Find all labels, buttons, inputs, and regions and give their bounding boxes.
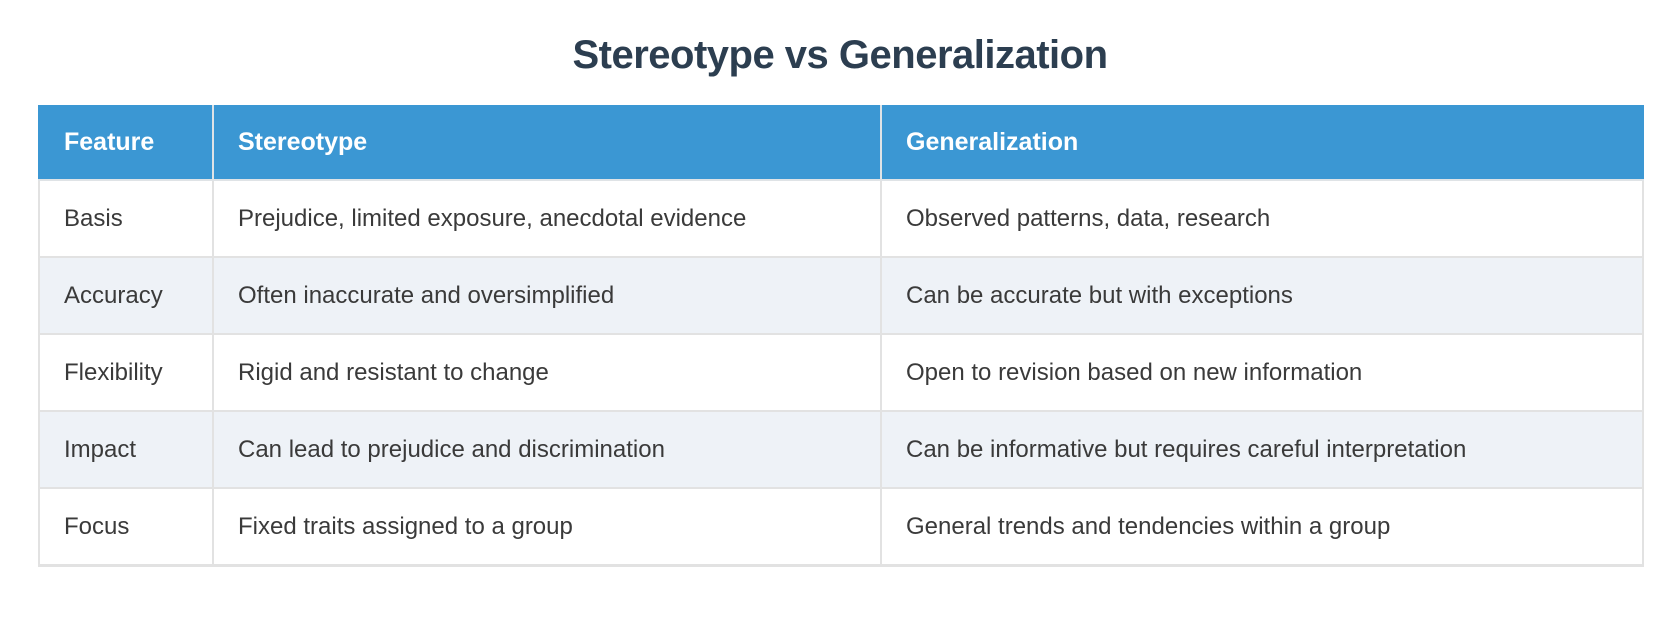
table-row: Accuracy Often inaccurate and oversimpli… <box>38 256 1644 335</box>
page-title: Stereotype vs Generalization <box>572 33 1108 77</box>
table-row: Flexibility Rigid and resistant to chang… <box>38 333 1644 412</box>
stereotype-cell: Rigid and resistant to change <box>212 333 882 412</box>
feature-cell: Basis <box>38 179 214 258</box>
stereotype-cell: Prejudice, limited exposure, anecdotal e… <box>212 179 882 258</box>
stereotype-cell: Often inaccurate and oversimplified <box>212 256 882 335</box>
generalization-cell: General trends and tendencies within a g… <box>880 487 1644 567</box>
stereotype-cell: Can lead to prejudice and discrimination <box>212 410 882 489</box>
column-header-generalization: Generalization <box>880 105 1644 181</box>
comparison-table: Feature Stereotype Generalization Basis … <box>38 105 1644 567</box>
generalization-cell: Can be accurate but with exceptions <box>880 256 1644 335</box>
feature-cell: Impact <box>38 410 214 489</box>
generalization-cell: Observed patterns, data, research <box>880 179 1644 258</box>
table-row: Basis Prejudice, limited exposure, anecd… <box>38 179 1644 258</box>
table-row: Impact Can lead to prejudice and discrim… <box>38 410 1644 489</box>
feature-cell: Flexibility <box>38 333 214 412</box>
generalization-cell: Open to revision based on new informatio… <box>880 333 1644 412</box>
table-header-row: Feature Stereotype Generalization <box>38 105 1644 181</box>
feature-cell: Focus <box>38 487 214 567</box>
column-header-feature: Feature <box>38 105 214 181</box>
stereotype-cell: Fixed traits assigned to a group <box>212 487 882 567</box>
generalization-cell: Can be informative but requires careful … <box>880 410 1644 489</box>
table-row: Focus Fixed traits assigned to a group G… <box>38 487 1644 567</box>
column-header-stereotype: Stereotype <box>212 105 882 181</box>
feature-cell: Accuracy <box>38 256 214 335</box>
